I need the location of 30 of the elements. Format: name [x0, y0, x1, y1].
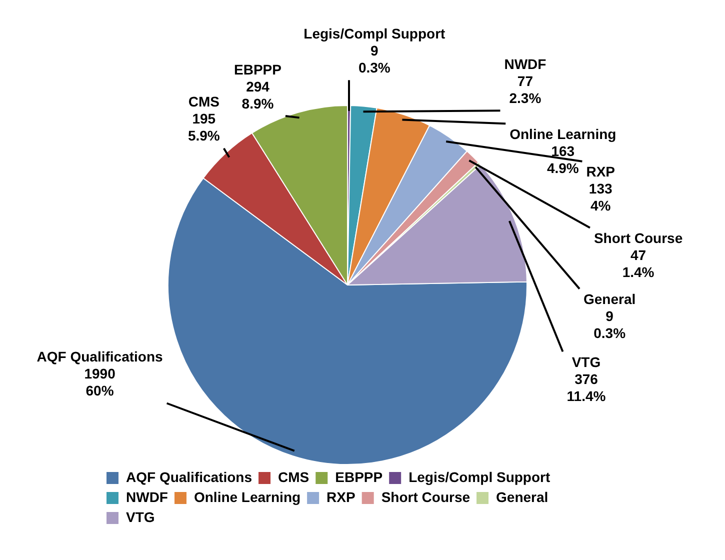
data-label: 133 4%: [588, 180, 612, 214]
data-label: 163 4.9%: [546, 143, 580, 176]
slice-label: Legis/Compl Support: [304, 26, 446, 42]
legend-label: NWDF: [126, 488, 168, 505]
data-label: 9 0.3%: [594, 308, 626, 342]
slice-label: CMS: [188, 94, 220, 110]
data-label: 1990 60%: [84, 366, 116, 399]
legend-label: General: [496, 488, 548, 505]
legend-label: Legis/Compl Support: [408, 468, 550, 485]
legend-label: Short Course: [381, 488, 470, 505]
legend-label: CMS: [278, 468, 310, 485]
slice-label: Short Course: [594, 230, 683, 246]
slice-label: VTG: [572, 354, 601, 370]
data-label: 77 2.3%: [509, 73, 542, 106]
data-label: 195 5.9%: [188, 110, 220, 144]
slice-label: NWDF: [504, 56, 547, 72]
legend-label: AQF Qualifications: [126, 468, 252, 485]
legend-label: Online Learning: [194, 488, 301, 505]
legend-label: VTG: [126, 508, 155, 525]
data-label: 294 8.9%: [242, 78, 274, 112]
slice-label: Online Learning: [510, 126, 616, 142]
slice-label: AQF Qualifications: [36, 348, 164, 365]
data-label: 9 0.3%: [358, 42, 391, 76]
slice-label: RXP: [586, 164, 615, 180]
legend-label: RXP: [326, 488, 356, 505]
legend-label: EBPPP: [335, 468, 383, 485]
data-label: 47 1.4%: [622, 247, 655, 280]
data-label: 376 11.4%: [566, 370, 606, 404]
slice-label: EBPPP: [234, 61, 282, 78]
slice-label: General: [584, 291, 636, 308]
